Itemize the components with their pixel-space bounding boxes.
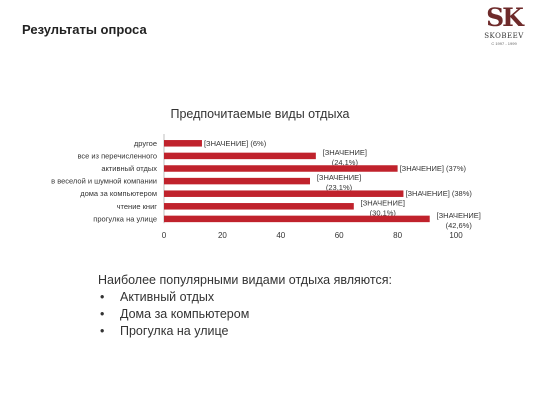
data-label: [ЗНАЧЕНИЕ] (38%) — [405, 189, 472, 198]
bar — [164, 140, 202, 147]
data-label: (30,1%) — [370, 208, 397, 217]
data-label: [ЗНАЧЕНИЕ] (6%) — [204, 139, 267, 148]
category-label: чтение книг — [117, 202, 158, 211]
summary-item: Активный отдых — [98, 289, 392, 306]
x-tick-label: 100 — [449, 231, 463, 240]
bar — [164, 215, 430, 223]
bar — [164, 152, 316, 160]
category-label: дома за компьютером — [80, 189, 157, 198]
x-tick-label: 20 — [218, 231, 227, 240]
summary-item: Дома за компьютером — [98, 306, 392, 323]
data-label: [ЗНАЧЕНИЕ] — [437, 211, 481, 220]
x-tick-label: 40 — [276, 231, 285, 240]
category-label: прогулка на улице — [93, 214, 157, 223]
bar — [164, 177, 310, 185]
data-label: [ЗНАЧЕНИЕ] — [323, 148, 367, 157]
logo-mark: SK — [486, 3, 524, 32]
category-label: активный отдых — [101, 164, 157, 173]
summary-list: Активный отдых Дома за компьютером Прогу… — [98, 289, 392, 340]
bar — [164, 190, 404, 197]
page-title: Результаты опроса — [22, 22, 147, 37]
category-label: другое — [134, 139, 157, 148]
x-tick-label: 80 — [393, 231, 402, 240]
summary: Наиболее популярными видами отдыха являю… — [98, 272, 392, 340]
x-tick-label: 60 — [335, 231, 344, 240]
data-label: [ЗНАЧЕНИЕ] (37%) — [400, 164, 467, 173]
data-label: (42,6%) — [446, 221, 473, 230]
x-tick-label: 0 — [162, 231, 167, 240]
summary-item: Прогулка на улице — [98, 323, 392, 340]
data-label: [ЗНАЧЕНИЕ] — [317, 173, 361, 182]
logo-name: SKOBEEV — [484, 32, 524, 40]
logo-subtitle: С 1997 - 1999 — [491, 41, 517, 46]
data-label: (24,1%) — [332, 158, 359, 167]
bar — [164, 165, 398, 172]
chart-title: Предпочитаемые виды отдыха — [170, 107, 350, 121]
category-label: все из перечисленного — [77, 151, 157, 160]
data-label: [ЗНАЧЕНИЕ] — [361, 198, 405, 207]
summary-heading: Наиболее популярными видами отдыха являю… — [98, 273, 392, 287]
data-label: (23,1%) — [326, 183, 353, 192]
bar — [164, 203, 354, 210]
category-label: в веселой и шумной компании — [51, 177, 157, 186]
logo: SK SKOBEEV С 1997 - 1999 — [484, 4, 524, 60]
